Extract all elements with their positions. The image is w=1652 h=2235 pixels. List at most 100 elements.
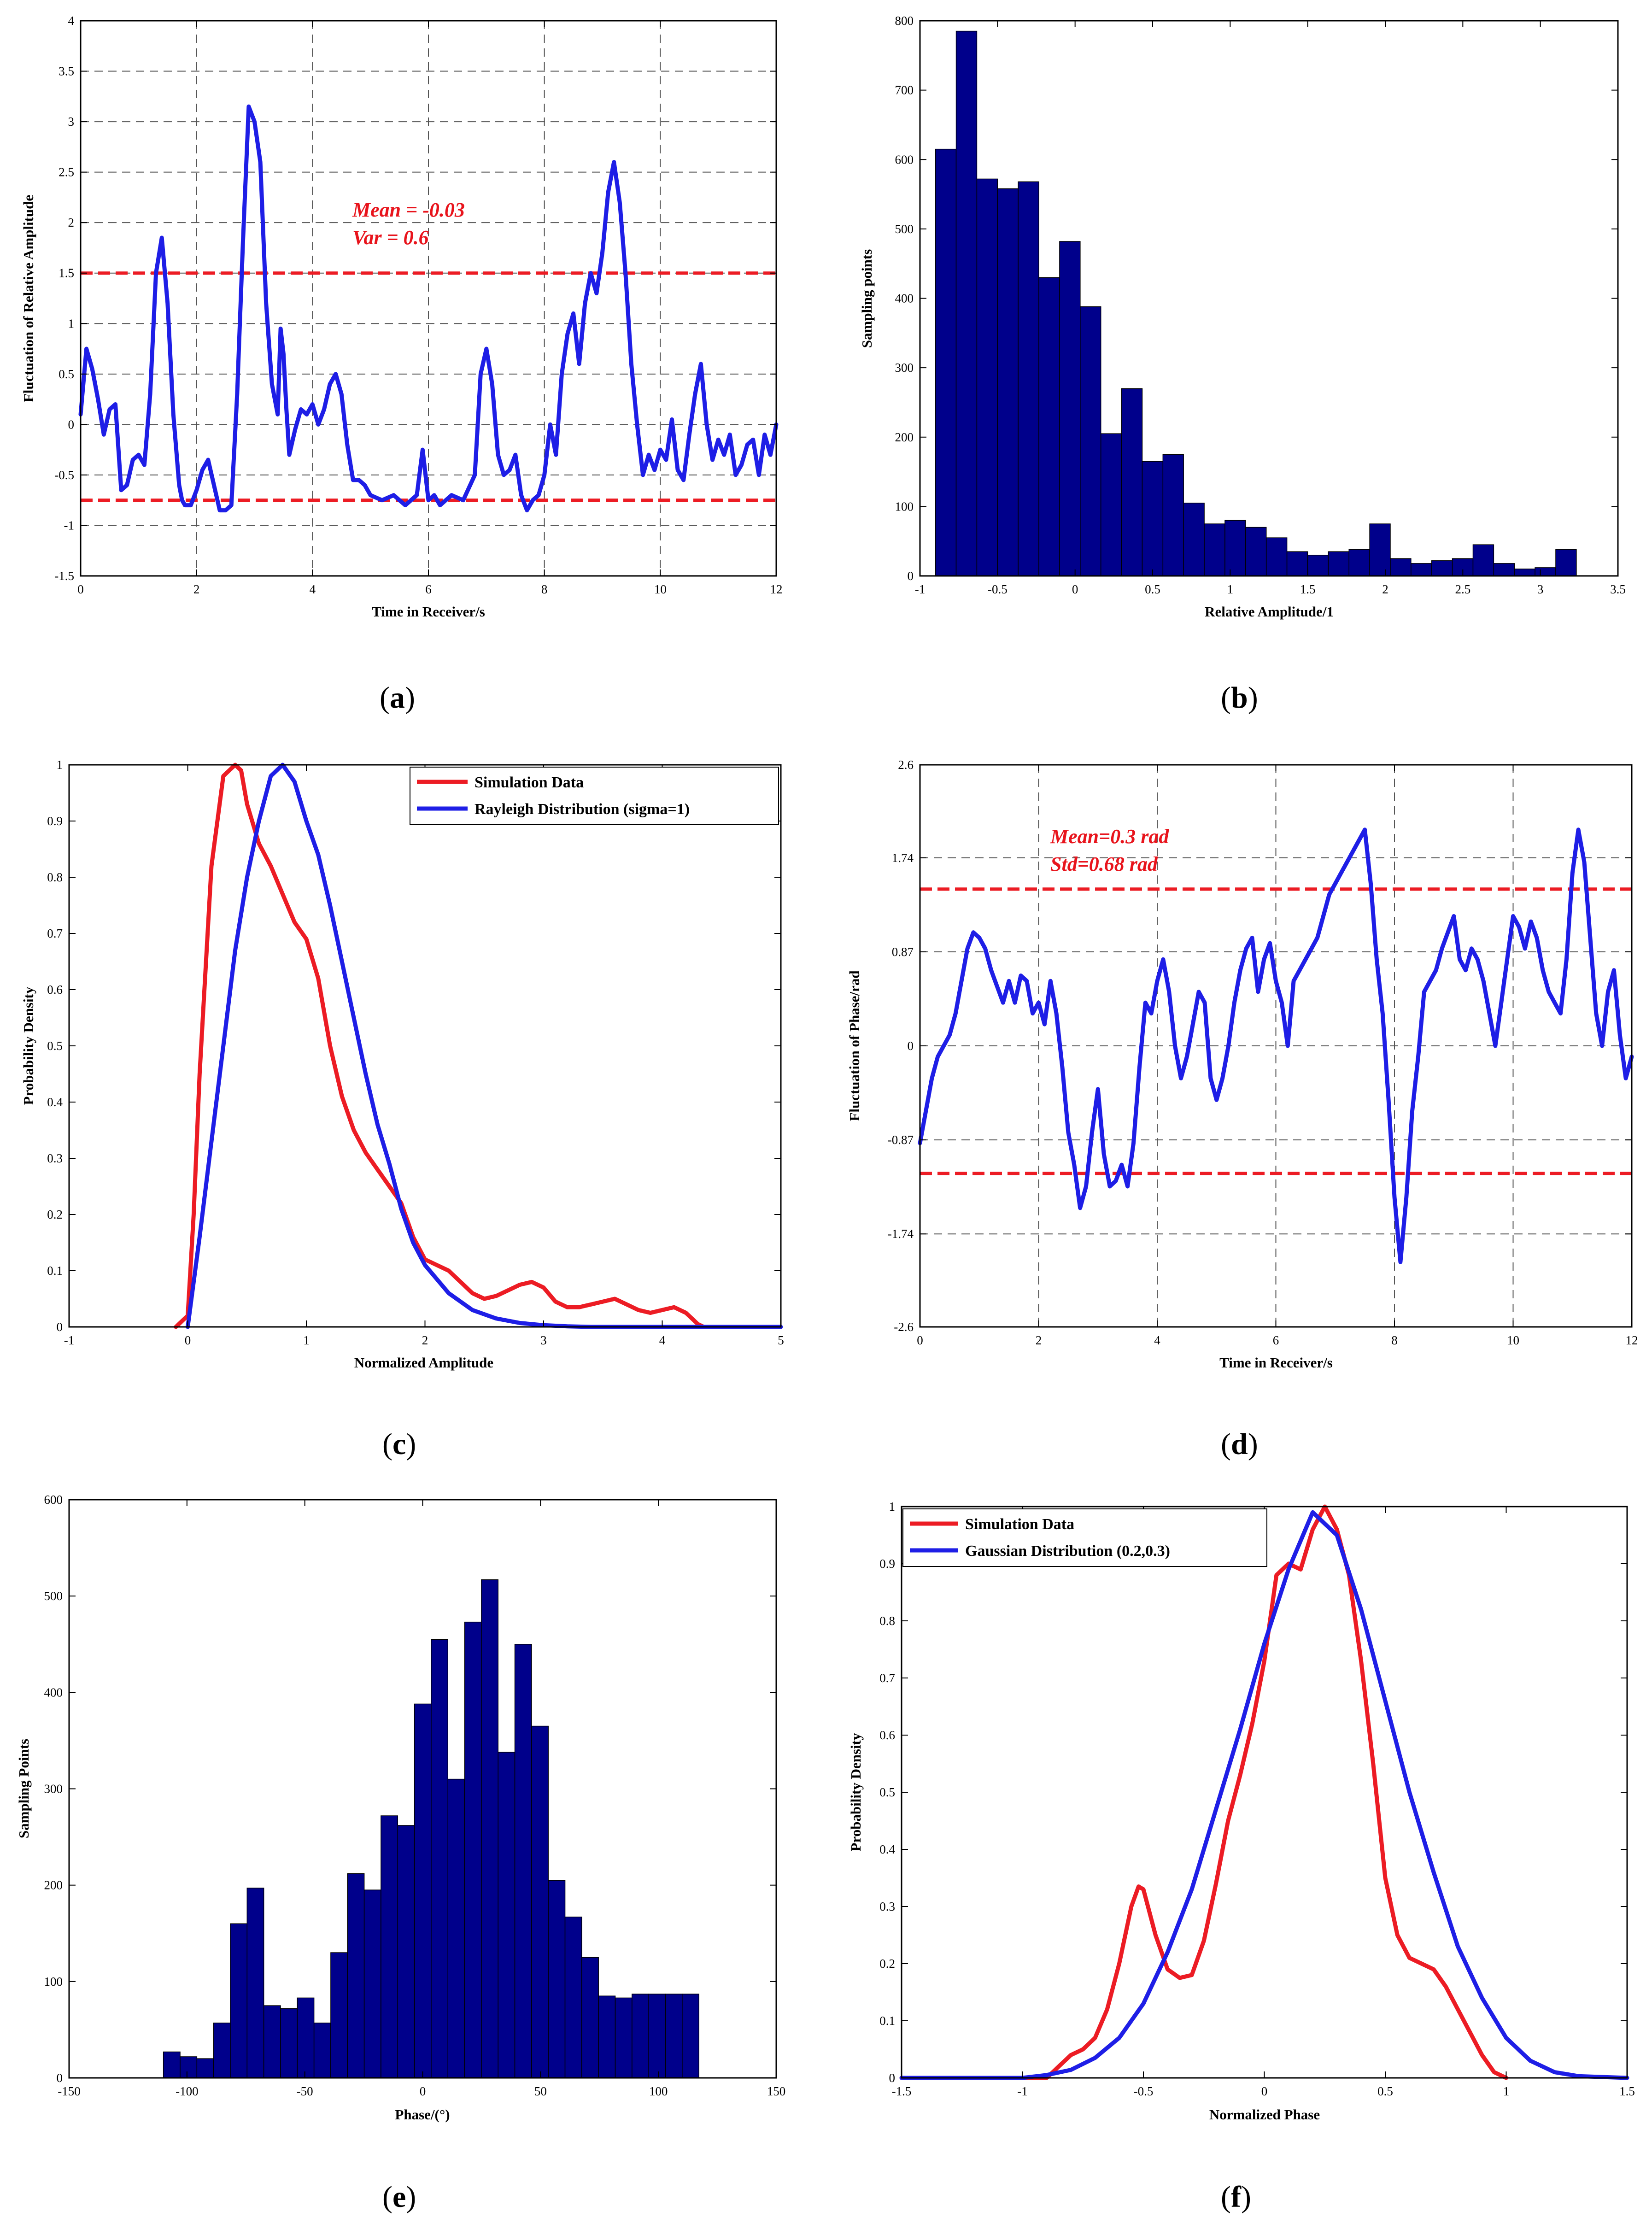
panel-f-series-1-line — [899, 1504, 1508, 2080]
panel-b-xtick-label: 3.5 — [1610, 582, 1626, 596]
panel-d-xlabel: Time in Receiver/s — [1219, 1355, 1333, 1371]
panel-b-bar — [1369, 523, 1391, 576]
panel-a: 0 2 4 6 8 10 12 -1.5 -1 -0.5 0 0.5 1 1.5 2 2.5 3 3.5 4 Mea… — [20, 14, 783, 715]
panel-e-bar — [381, 1815, 398, 2078]
panel-d-std-annotation: Std=0.68 rad — [1050, 853, 1158, 875]
panel-e-ytick-label: 200 — [44, 1878, 63, 1892]
panel-d-threshold-lines — [920, 887, 1632, 1175]
panel-b-caption-open: ( — [1221, 681, 1231, 715]
panel-c-caption: (c) — [382, 1427, 416, 1461]
panel-d-xtick-label: 8 — [1391, 1333, 1398, 1347]
panel-c-legend-item-2: Rayleigh Distribution (sigma=1) — [475, 801, 690, 818]
panel-e-xtick-label: 50 — [534, 2084, 547, 2098]
panel-e-xtick-label: -100 — [176, 2084, 199, 2098]
panel-a-caption-close: ) — [405, 681, 415, 715]
panel-a-ytick-label: 1 — [68, 317, 75, 330]
panel-f-caption-letter: f — [1231, 2180, 1242, 2214]
panel-c-xlabel: Normalized Amplitude — [354, 1355, 493, 1371]
panel-b-ytick-label: 100 — [895, 499, 914, 513]
panel-f-ytick-label: 0.8 — [879, 1614, 895, 1628]
panel-c-caption-letter: c — [392, 1427, 406, 1461]
panel-f-legend-box — [902, 1508, 1267, 1567]
panel-c-ytick-label: 0.6 — [47, 983, 63, 997]
panel-b-ylabel: Sampling points — [859, 249, 875, 348]
panel-b-bar — [1514, 569, 1535, 576]
panel-b-bar — [1018, 181, 1039, 576]
panel-f-ytick-label: 0.3 — [879, 1900, 895, 1913]
panel-e-ytick-label: 500 — [44, 1589, 63, 1603]
panel-c-plot-frame — [68, 764, 782, 1328]
panel-b-bar — [1183, 503, 1205, 576]
panel-e-xlabel: Phase/(°) — [395, 2106, 450, 2123]
panel-b-xtick-label: 1.5 — [1300, 582, 1316, 596]
panel-b-xtick-label: 1 — [1227, 582, 1234, 596]
panel-f-xtick-label: 1.5 — [1619, 2084, 1635, 2098]
panel-e-bar — [665, 1994, 683, 2078]
panel-e-xtick-label: 0 — [420, 2084, 426, 2098]
panel-e-bar — [648, 1994, 666, 2078]
panel-d-xtick-label: 6 — [1273, 1333, 1279, 1347]
panel-b-bar — [1286, 551, 1308, 576]
panel-f-caption-open: ( — [1221, 2180, 1231, 2214]
panel-c-xtick-label: 4 — [659, 1333, 666, 1347]
panel-f-series-2-line — [899, 1510, 1629, 2080]
panel-a-xtick-label: 0 — [77, 582, 84, 596]
panel-e-bar — [431, 1639, 448, 2078]
panel-d-caption-letter: d — [1231, 1427, 1248, 1461]
panel-a-xtick-label: 10 — [654, 582, 667, 596]
panel-e-xtick-label: 100 — [649, 2084, 668, 2098]
panel-a-ticks: 0 2 4 6 8 10 12 -1.5 -1 -0.5 0 0.5 1 1.5 2 2.5 3 3.5 4 — [54, 14, 782, 596]
panel-b-bar — [1535, 567, 1556, 576]
panel-e-bar — [163, 2051, 181, 2078]
panel-b-ytick-label: 200 — [895, 430, 914, 444]
panel-f-ytick-label: 0.5 — [879, 1785, 895, 1799]
panel-f-plot-frame — [901, 1506, 1628, 2079]
panel-f: -1.5 -1 -0.5 0 0.5 1 1.5 0 0.1 0.2 0.3 0.4 0.5 0.6 0.7… — [848, 1500, 1635, 2214]
panel-a-var-annotation: Var = 0.6 — [352, 226, 429, 249]
panel-f-ytick-label: 0.1 — [879, 2014, 895, 2028]
panel-d-series-1-line — [918, 827, 1634, 1264]
panel-c-caption-open: ( — [382, 1427, 392, 1461]
panel-e-bar — [280, 2008, 298, 2078]
panel-e: -150 -100 -50 0 50 100 1500100200300400500600 … — [16, 1493, 785, 2214]
panel-e-xtick-label: -150 — [58, 2084, 81, 2098]
panel-b-bar — [1411, 563, 1432, 576]
panel-c-ticks: -1 0 1 2 3 4 500.10.20.30.40.50.60.70.80.91 — [47, 758, 784, 1347]
panel-a-series-1-line — [78, 104, 779, 513]
panel-f-ytick-label: 0 — [889, 2071, 896, 2085]
panel-a-ytick-label: 1.5 — [59, 266, 74, 280]
panel-b-xtick-label: 0.5 — [1145, 582, 1160, 596]
panel-f-legend-item-1: Simulation Data — [965, 1516, 1074, 1533]
panel-f-xtick-label: 1 — [1503, 2084, 1510, 2098]
panel-b-xlabel: Relative Amplitude/1 — [1205, 604, 1334, 620]
panel-a-caption-open: ( — [380, 681, 390, 715]
panel-a-ytick-label: -1 — [64, 518, 75, 532]
panel-a-ytick-label: 2.5 — [59, 165, 74, 179]
panel-d-xtick-label: 12 — [1626, 1333, 1638, 1347]
panel-e-bar — [213, 2023, 231, 2078]
panel-b-xtick-label: -0.5 — [988, 582, 1008, 596]
panel-b-bar — [1245, 527, 1267, 576]
panel-e-bar — [531, 1725, 549, 2078]
panel-b-bar — [1390, 558, 1412, 576]
panel-b-ytick-label: 700 — [895, 83, 914, 97]
panel-d: 0 2 4 6 8 10 12 -2.6 -1.74 -0.87 0 0.87 1.74 2.6 Mean… — [846, 758, 1638, 1461]
panel-c-ylabel: Probability Density — [20, 986, 36, 1105]
panel-c-legend-item-1: Simulation Data — [475, 774, 584, 791]
panel-b-bar — [1555, 549, 1577, 576]
panel-b-bar — [976, 178, 998, 576]
panel-d-caption-close: ) — [1248, 1427, 1258, 1461]
panel-b-caption-letter: b — [1231, 681, 1248, 715]
panel-b-bar — [1307, 555, 1329, 576]
panel-b-bar — [1162, 454, 1184, 576]
panel-c-legend: Simulation Data Rayleigh Distribution (s… — [410, 767, 779, 825]
panel-b-caption: (b) — [1221, 681, 1258, 715]
panel-a-xtick-label: 2 — [193, 582, 200, 596]
panel-a-series — [78, 104, 779, 513]
panel-b-bar — [1265, 537, 1288, 576]
panel-e-bar — [246, 1888, 264, 2078]
panel-c: -1 0 1 2 3 4 500.10.20.30.40.50.60.70.80.91 Si… — [20, 758, 784, 1461]
panel-c-xtick-label: 0 — [185, 1333, 191, 1347]
panel-e-bar — [564, 1916, 582, 2078]
